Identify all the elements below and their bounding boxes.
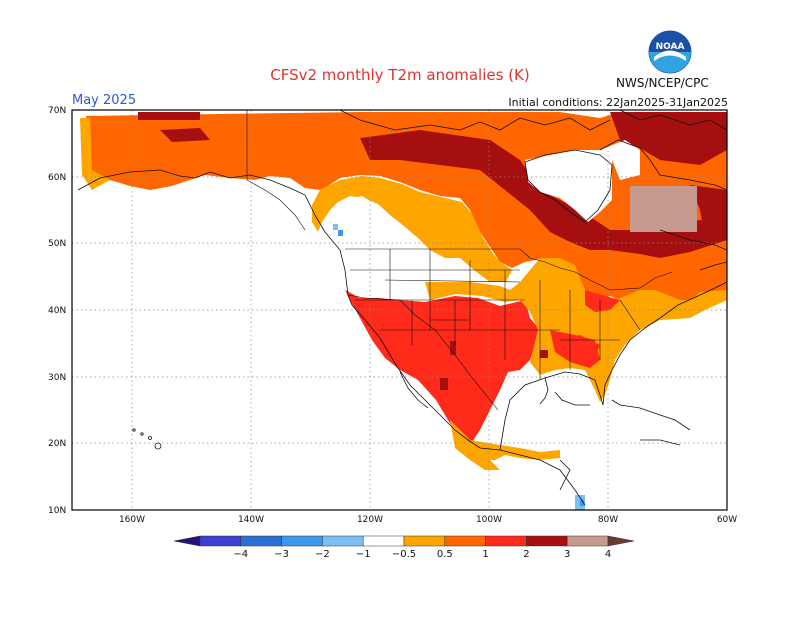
lat-label: 10N [48, 506, 66, 516]
initial-conditions: Initial conditions: 22Jan2025-31Jan2025 [508, 96, 728, 109]
colorbar-tick-label: 3 [564, 549, 570, 560]
colorbar-swatch [485, 535, 527, 547]
colorbar-arrow-min [173, 535, 201, 547]
colorbar-tick-label: 4 [605, 549, 611, 560]
longitude-labels: 160W 140W 120W 100W 80W 60W [119, 515, 737, 525]
lat-label: 30N [48, 373, 66, 383]
lat-label: 60N [48, 173, 66, 183]
colorbar-swatch [526, 535, 568, 547]
lon-label: 60W [717, 515, 737, 525]
map-grid [72, 110, 727, 510]
agency-label: NWS/NCEP/CPC [616, 76, 709, 90]
map-frame [71, 109, 728, 511]
colorbar-swatches [173, 535, 635, 547]
colorbar-swatch [322, 535, 364, 547]
political-borders [246, 110, 673, 411]
lat-label: 20N [48, 439, 66, 449]
forecast-period: May 2025 [72, 93, 137, 108]
chart-title: CFSv2 monthly T2m anomalies (K) [270, 66, 530, 84]
colorbar-swatch [281, 535, 323, 547]
lon-label: 160W [119, 515, 145, 525]
noaa-logo: NOAA [648, 30, 692, 74]
colorbar-swatch [403, 535, 446, 547]
colorbar-tick-label: 1 [482, 549, 488, 560]
lat-label: 50N [48, 239, 66, 249]
colorbar-tick-label: −3 [274, 549, 289, 560]
colorbar-tick-label: −1 [356, 549, 371, 560]
colorbar-ticks: −4 −3 −2 −1 −0.5 0.5 1 2 3 4 [233, 549, 611, 560]
colorbar-swatch [362, 535, 405, 547]
lon-label: 80W [598, 515, 618, 525]
svg-text:NOAA: NOAA [656, 42, 685, 52]
colorbar-arrow-max [607, 535, 635, 547]
latitude-labels: 70N 60N 50N 40N 30N 20N 10N [48, 106, 66, 516]
colorbar-swatch [199, 535, 242, 547]
hawaii-islands [132, 428, 162, 450]
colorbar-tick-label: 2 [523, 549, 529, 560]
colorbar-swatch [566, 535, 609, 547]
lon-label: 100W [476, 515, 502, 525]
coastlines [77, 110, 727, 506]
colorbar-tick-label: −0.5 [392, 549, 416, 560]
lon-label: 120W [357, 515, 383, 525]
colorbar-tick-label: 0.5 [437, 549, 453, 560]
lon-label: 140W [238, 515, 264, 525]
lat-label: 70N [48, 106, 66, 116]
lat-label: 40N [48, 306, 66, 316]
colorbar-swatch [240, 535, 282, 547]
colorbar-tick-label: −4 [233, 549, 248, 560]
colorbar-tick-label: −2 [315, 549, 330, 560]
colorbar-swatch [444, 535, 486, 547]
